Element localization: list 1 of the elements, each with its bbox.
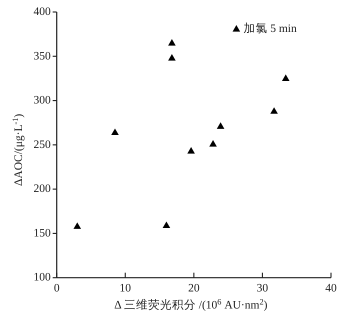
xlabel: Δ 三维荧光积分 /(10$^{6}$ AU·nm$^{2}$) xyxy=(114,298,268,312)
